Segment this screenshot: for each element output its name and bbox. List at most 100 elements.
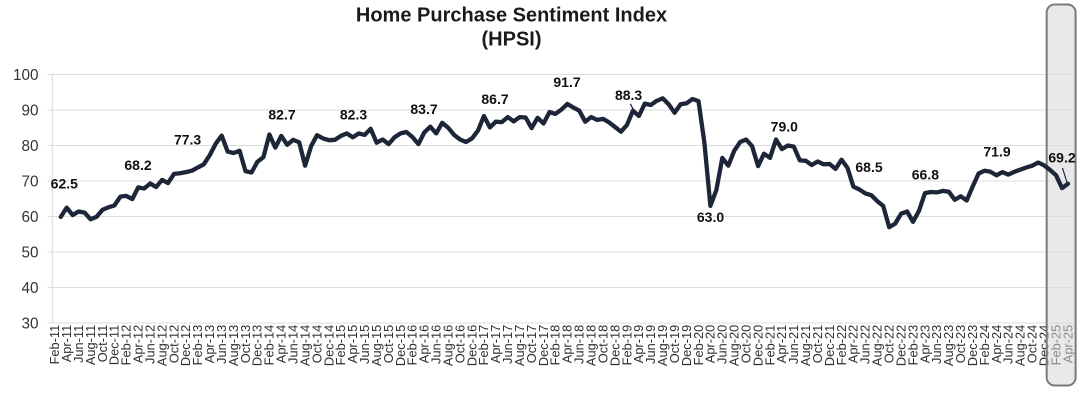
svg-text:Aug-12: Aug-12 [154,325,169,366]
svg-text:Aug-23: Aug-23 [941,325,956,366]
svg-text:Apr-12: Apr-12 [131,325,146,363]
svg-text:Aug-15: Aug-15 [369,325,384,366]
svg-text:(HPSI): (HPSI) [482,29,542,51]
svg-text:71.9: 71.9 [983,144,1010,160]
svg-text:Dec-15: Dec-15 [393,325,408,366]
svg-text:Jun-14: Jun-14 [286,325,301,364]
svg-text:86.7: 86.7 [481,91,508,107]
svg-text:66.8: 66.8 [912,167,939,183]
svg-text:Dec-11: Dec-11 [107,325,122,365]
svg-text:Jun-16: Jun-16 [429,325,444,364]
svg-text:70: 70 [21,173,38,190]
svg-text:Apr-14: Apr-14 [274,325,289,363]
svg-text:Feb-23: Feb-23 [905,325,920,366]
svg-text:Feb-11: Feb-11 [47,325,62,365]
svg-text:Apr-22: Apr-22 [846,325,861,363]
svg-text:Dec-23: Dec-23 [965,325,980,366]
svg-text:Aug-13: Aug-13 [226,325,241,366]
svg-text:Feb-12: Feb-12 [119,325,134,366]
svg-text:Dec-17: Dec-17 [536,325,551,366]
svg-text:Aug-22: Aug-22 [870,325,885,366]
svg-text:Dec-14: Dec-14 [321,325,336,366]
svg-text:Jun-20: Jun-20 [715,325,730,364]
svg-text:Apr-15: Apr-15 [345,325,360,363]
svg-text:82.7: 82.7 [268,107,295,123]
svg-text:Apr-20: Apr-20 [703,325,718,363]
svg-text:Jun-22: Jun-22 [858,325,873,364]
svg-text:Oct-22: Oct-22 [882,325,897,363]
svg-text:Oct-19: Oct-19 [667,325,682,363]
svg-text:Dec-16: Dec-16 [464,325,479,366]
svg-text:Jun-13: Jun-13 [214,325,229,364]
svg-text:Feb-19: Feb-19 [619,325,634,366]
svg-text:Aug-14: Aug-14 [297,325,312,366]
svg-text:80: 80 [21,138,38,155]
svg-text:Jun-15: Jun-15 [357,325,372,364]
svg-text:50: 50 [21,244,38,261]
svg-text:Feb-15: Feb-15 [333,325,348,366]
svg-text:79.0: 79.0 [771,119,798,135]
svg-text:Oct-12: Oct-12 [166,325,181,363]
svg-text:Feb-20: Feb-20 [691,325,706,366]
svg-text:Dec-12: Dec-12 [178,325,193,366]
svg-text:Dec-22: Dec-22 [893,325,908,366]
svg-text:Apr-19: Apr-19 [631,325,646,363]
svg-text:62.5: 62.5 [51,175,78,191]
svg-text:Feb-13: Feb-13 [190,325,205,366]
svg-text:Jun-23: Jun-23 [929,325,944,364]
svg-text:63.0: 63.0 [697,209,724,225]
svg-text:Aug-18: Aug-18 [584,325,599,366]
svg-text:Oct-21: Oct-21 [810,325,825,363]
svg-text:Aug-20: Aug-20 [727,325,742,366]
svg-text:Aug-19: Aug-19 [655,325,670,366]
svg-text:Feb-24: Feb-24 [977,325,992,366]
svg-text:Feb-14: Feb-14 [262,325,277,366]
svg-text:83.7: 83.7 [410,101,437,117]
svg-text:Dec-21: Dec-21 [822,325,837,366]
svg-text:Apr-23: Apr-23 [917,325,932,363]
svg-text:Feb-16: Feb-16 [405,325,420,366]
svg-text:Jun-11: Jun-11 [71,325,86,363]
svg-text:77.3: 77.3 [174,132,201,148]
svg-text:Dec-20: Dec-20 [750,325,765,366]
svg-text:Jun-19: Jun-19 [643,325,658,364]
svg-text:Jun-21: Jun-21 [786,325,801,364]
svg-text:Feb-21: Feb-21 [762,325,777,366]
svg-text:Oct-18: Oct-18 [595,325,610,363]
svg-text:Oct-16: Oct-16 [452,325,467,363]
svg-text:Jun-24: Jun-24 [1001,325,1016,364]
svg-text:Dec-18: Dec-18 [607,325,622,366]
svg-text:88.3: 88.3 [615,87,642,103]
svg-text:Aug-24: Aug-24 [1013,325,1028,366]
svg-text:82.3: 82.3 [340,106,367,122]
svg-text:Feb-22: Feb-22 [834,325,849,366]
svg-text:Aug-16: Aug-16 [441,325,456,366]
svg-text:40: 40 [21,280,38,297]
svg-text:Apr-17: Apr-17 [488,325,503,363]
svg-text:Oct-23: Oct-23 [953,325,968,363]
svg-text:90: 90 [21,102,38,119]
svg-text:Dec-19: Dec-19 [679,325,694,366]
svg-text:Apr-24: Apr-24 [989,325,1004,363]
svg-text:Jun-17: Jun-17 [500,325,515,364]
svg-text:68.5: 68.5 [855,159,882,175]
svg-text:Oct-14: Oct-14 [309,325,324,363]
svg-text:Feb-17: Feb-17 [476,325,491,366]
svg-text:Oct-20: Oct-20 [739,325,754,363]
svg-text:Oct-11: Oct-11 [95,325,110,362]
svg-text:Oct-24: Oct-24 [1025,325,1040,363]
svg-text:Apr-11: Apr-11 [59,325,74,362]
svg-text:Jun-12: Jun-12 [143,325,158,364]
svg-text:91.7: 91.7 [553,74,580,90]
svg-text:Oct-17: Oct-17 [524,325,539,363]
svg-text:Apr-21: Apr-21 [774,325,789,363]
svg-text:68.2: 68.2 [124,157,151,173]
svg-text:60: 60 [21,209,38,226]
svg-text:Apr-16: Apr-16 [417,325,432,363]
svg-text:Apr-18: Apr-18 [560,325,575,363]
svg-text:Apr-13: Apr-13 [202,325,217,363]
svg-text:Jun-18: Jun-18 [572,325,587,364]
svg-text:30: 30 [21,315,38,332]
svg-text:Aug-11: Aug-11 [83,325,98,365]
svg-text:Home Purchase Sentiment Index: Home Purchase Sentiment Index [356,5,667,27]
